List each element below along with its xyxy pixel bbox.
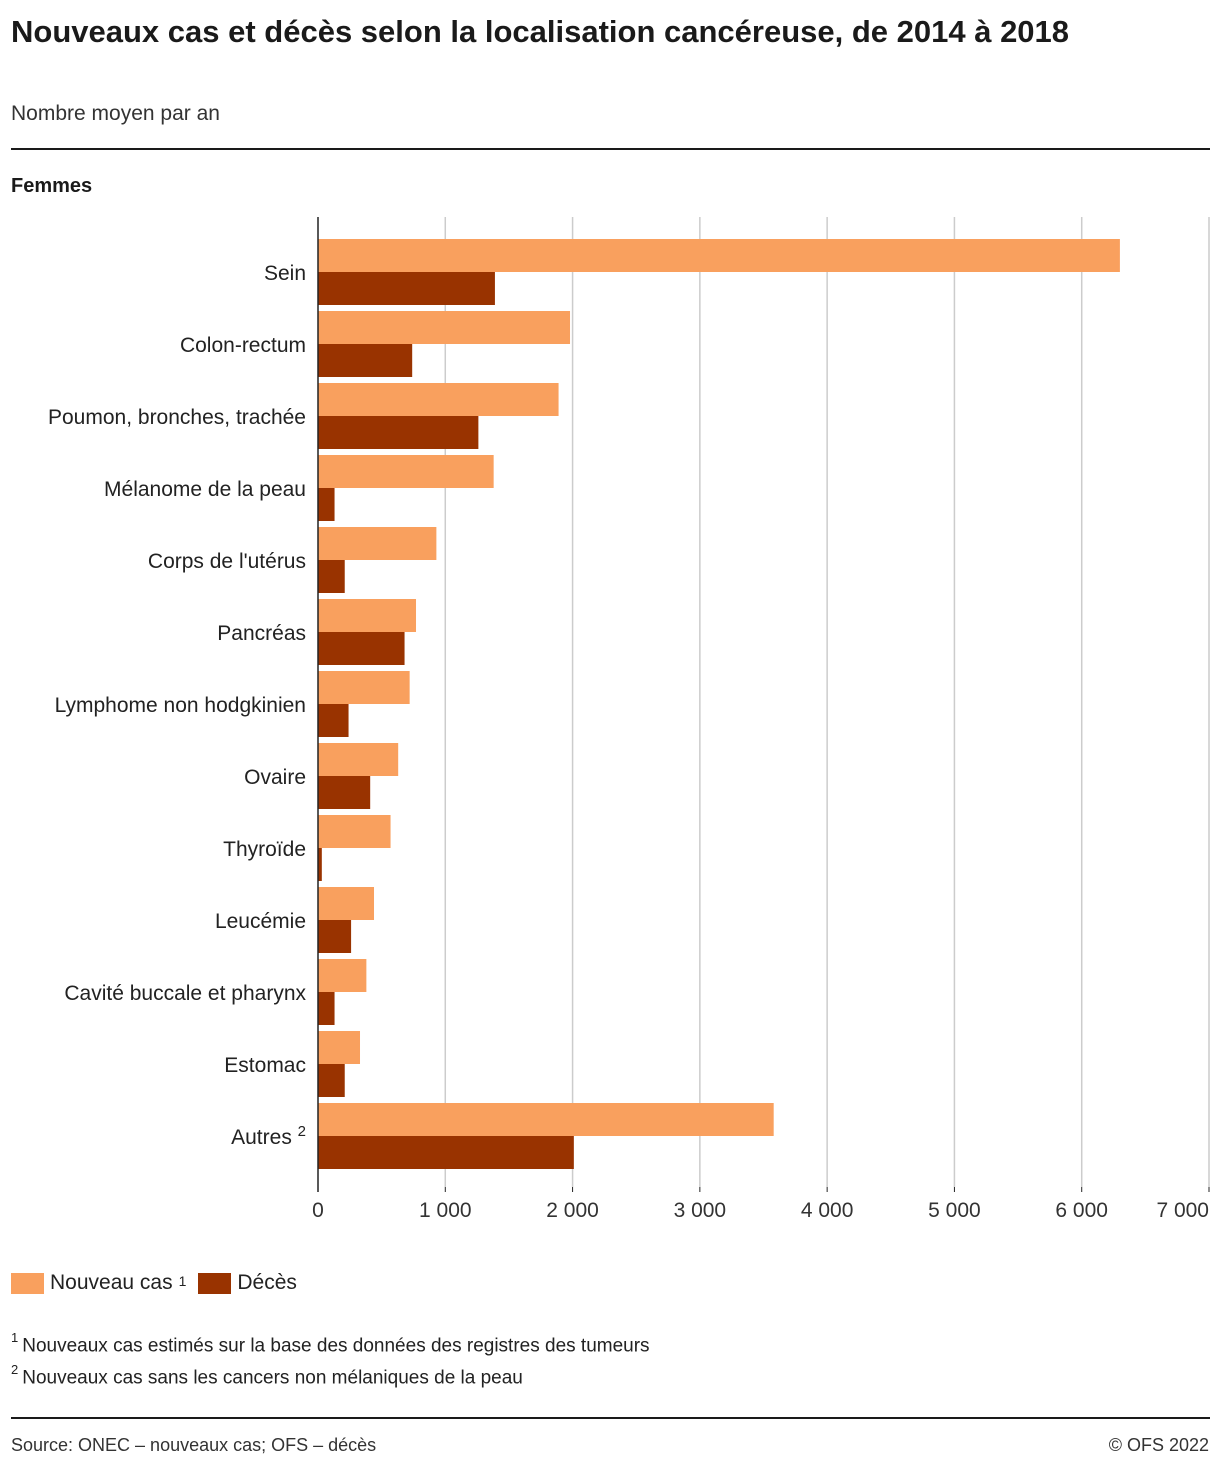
bar-new-cases [318, 671, 410, 704]
legend-item-new-cases: Nouveau cas 1 [11, 1271, 186, 1295]
x-tick-label: 0 [312, 1199, 324, 1222]
x-tick-label: 7 000 [1156, 1199, 1209, 1222]
bar-new-cases [318, 887, 375, 920]
bar-new-cases [318, 599, 417, 632]
bottom-divider [11, 1417, 1210, 1419]
bar-deaths [318, 344, 413, 377]
legend-label-new-cases: Nouveau cas [50, 1271, 173, 1294]
chart-subtitle: Nombre moyen par an [11, 102, 220, 125]
bars [318, 239, 1120, 1169]
category-label: Thyroïde [223, 838, 306, 861]
footnote-2: 2 Nouveaux cas sans les cancers non mélan… [11, 1359, 650, 1391]
bar-new-cases [318, 1031, 361, 1064]
bar-deaths [318, 992, 335, 1025]
category-label: Leucémie [215, 910, 306, 933]
footnote-1: 1 Nouveaux cas estimés sur la base des do… [11, 1327, 650, 1359]
category-label: Corps de l'utérus [148, 550, 306, 573]
bar-deaths [318, 560, 345, 593]
x-tick-label: 1 000 [419, 1199, 472, 1222]
bar-deaths [318, 488, 335, 521]
bar-new-cases [318, 239, 1120, 272]
top-divider [11, 148, 1210, 150]
bar-deaths [318, 704, 349, 737]
category-label: Estomac [224, 1054, 306, 1077]
x-tick-label: 2 000 [546, 1199, 599, 1222]
panel-label: Femmes [11, 175, 93, 197]
legend-footnote-mark: 1 [178, 1273, 187, 1289]
bar-deaths [318, 920, 352, 953]
bar-deaths [318, 416, 479, 449]
category-label: Pancréas [217, 622, 306, 645]
copyright: © OFS 2022 [1108, 1435, 1209, 1455]
x-tick-label: 3 000 [674, 1199, 727, 1222]
bar-new-cases [318, 815, 391, 848]
bar-deaths [318, 272, 495, 305]
footnote-2-mark: 2 [11, 1362, 19, 1378]
bar-deaths [318, 848, 322, 881]
legend-label-deaths: Décès [237, 1271, 297, 1294]
legend-swatch-deaths [198, 1272, 232, 1294]
legend-swatch-new-cases [11, 1272, 44, 1294]
bar-new-cases [318, 455, 494, 488]
x-tick-label: 6 000 [1055, 1199, 1108, 1222]
bar-new-cases [318, 1103, 774, 1136]
x-tick-label: 4 000 [801, 1199, 854, 1222]
x-axis-ticks: 0 1 000 2 000 3 000 4 000 5 000 6 000 7 000 [312, 217, 1210, 1222]
legend-item-deaths: Décès [198, 1271, 297, 1295]
category-labels: Sein Colon-rectum Poumon, bronches, traché… [48, 262, 306, 1149]
chart-title: Nouveaux cas et décès selon la localisat… [11, 14, 1070, 49]
category-label: Mélanome de la peau [104, 478, 306, 501]
footnote-1-mark: 1 [11, 1330, 19, 1345]
category-label: Ovaire [244, 766, 306, 789]
bar-new-cases [318, 527, 437, 560]
bar-new-cases [318, 743, 399, 776]
category-label: Colon-rectum [180, 334, 306, 357]
legend: Nouveau cas 1 Décès [11, 1271, 309, 1295]
gridlines [444, 217, 1210, 1187]
bar-deaths [318, 632, 405, 665]
source-note: Source: ONEC – nouveaux cas; OFS – décès [11, 1435, 377, 1455]
bar-new-cases [318, 959, 367, 992]
bar-chart: Sein Colon-rectum Poumon, bronches, traché… [48, 217, 1210, 1222]
category-label: Cavité buccale et pharynx [64, 982, 306, 1005]
bar-deaths [318, 1064, 345, 1097]
footnote-2-text: Nouveaux cas sans les cancers non mélani… [22, 1367, 523, 1389]
category-label: Autres 2 [231, 1123, 306, 1149]
x-tick-label: 5 000 [928, 1199, 981, 1222]
footnote-1-text: Nouveaux cas estimés sur la base des don… [22, 1335, 650, 1357]
category-label: Sein [264, 262, 306, 285]
footnotes: 1 Nouveaux cas estimés sur la base des do… [11, 1327, 650, 1392]
bar-deaths [318, 776, 371, 809]
bar-deaths [318, 1136, 574, 1169]
category-label: Poumon, bronches, trachée [48, 406, 306, 429]
bar-new-cases [318, 383, 559, 416]
category-label: Lymphome non hodgkinien [55, 694, 306, 717]
bar-new-cases [318, 311, 571, 344]
